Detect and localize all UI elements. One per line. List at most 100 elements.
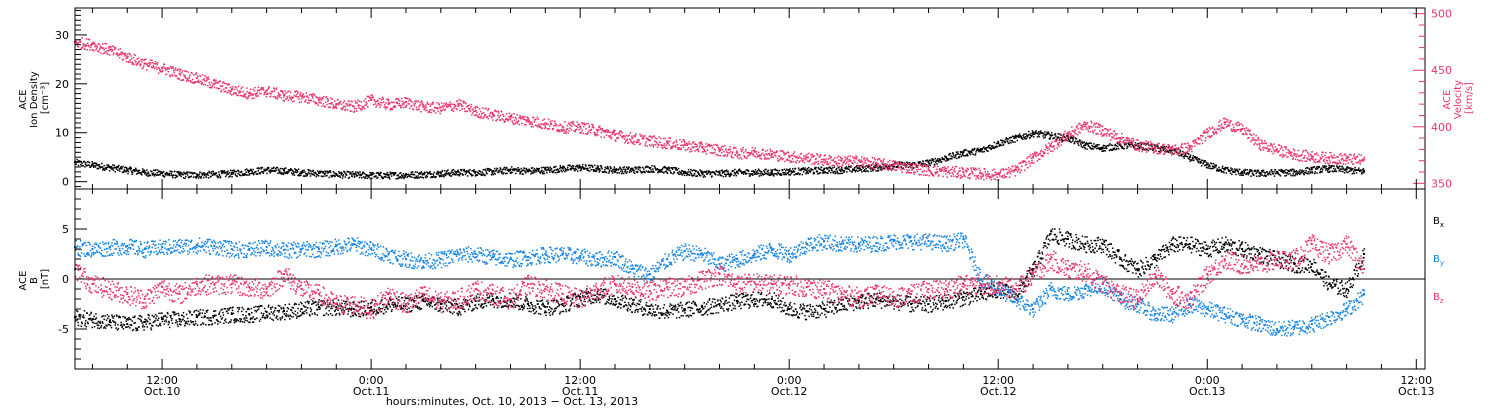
density-sample — [977, 147, 979, 150]
velocity-sample — [239, 90, 241, 92]
density-sample — [1105, 147, 1107, 149]
velocity-sample — [742, 146, 744, 149]
density-sample — [513, 168, 515, 171]
velocity-sample — [1001, 174, 1004, 177]
density-sample — [131, 171, 134, 174]
density-sample — [830, 167, 832, 170]
density-sample — [1197, 158, 1199, 160]
density-sample — [458, 175, 461, 177]
velocity-sample — [119, 53, 122, 56]
density-sample — [760, 170, 763, 173]
density-sample — [1140, 143, 1143, 145]
density-sample — [124, 166, 126, 169]
velocity-sample — [669, 137, 672, 139]
velocity-sample — [580, 127, 582, 130]
density-sample — [1056, 136, 1059, 138]
velocity-sample — [233, 92, 236, 94]
velocity-sample — [92, 41, 94, 44]
density-sample — [1264, 174, 1266, 176]
velocity-sample — [972, 172, 974, 175]
density-sample — [606, 167, 608, 170]
density-sample — [1246, 168, 1249, 171]
velocity-sample — [405, 97, 407, 100]
density-sample — [1182, 155, 1185, 158]
density-sample — [574, 167, 577, 170]
density-sample — [493, 172, 496, 174]
density-sample — [350, 173, 353, 175]
velocity-sample — [386, 106, 389, 109]
velocity-sample — [763, 153, 765, 156]
velocity-sample — [559, 130, 561, 133]
density-sample — [401, 176, 404, 179]
density-sample — [954, 155, 957, 157]
density-sample — [226, 173, 229, 175]
velocity-sample — [142, 67, 144, 69]
density-sample — [1044, 134, 1047, 136]
density-sample — [559, 165, 562, 167]
density-sample — [1307, 170, 1310, 173]
density-sample — [945, 157, 948, 160]
velocity-sample — [754, 147, 756, 149]
velocity-point — [857, 159, 860, 162]
density-sample — [675, 167, 678, 169]
density-sample — [802, 167, 804, 169]
velocity-sample — [249, 88, 252, 91]
velocity-sample — [529, 121, 531, 123]
velocity-sample — [421, 100, 423, 102]
velocity-sample — [855, 155, 857, 157]
density-sample — [442, 174, 444, 176]
velocity-sample — [711, 147, 714, 149]
velocity-sample — [531, 122, 533, 124]
density-sample — [372, 172, 375, 175]
density-sample — [985, 146, 988, 149]
density-sample — [308, 172, 311, 175]
velocity-sample — [924, 174, 927, 176]
velocity-sample — [987, 174, 990, 176]
velocity-sample — [934, 165, 936, 167]
velocity-sample — [570, 125, 573, 128]
density-sample — [576, 164, 578, 167]
velocity-sample — [259, 88, 262, 91]
density-sample — [1351, 168, 1353, 171]
density-sample — [1011, 135, 1014, 138]
density-sample — [549, 169, 552, 171]
density-sample — [296, 170, 299, 173]
velocity-sample — [452, 110, 455, 113]
velocity-point — [213, 82, 216, 85]
velocity-point — [631, 137, 634, 140]
density-sample — [506, 169, 509, 171]
density-sample — [463, 169, 466, 172]
density-sample — [581, 166, 584, 168]
velocity-sample — [940, 168, 942, 171]
velocity-sample — [759, 157, 761, 160]
velocity-sample — [153, 67, 156, 70]
velocity-sample — [428, 110, 430, 112]
velocity-sample — [321, 105, 323, 108]
density-sample — [1090, 148, 1093, 150]
velocity-sample — [440, 102, 443, 104]
density-sample — [476, 174, 479, 176]
density-sample — [139, 172, 142, 174]
density-sample — [1013, 136, 1016, 138]
density-sample — [1171, 149, 1174, 152]
velocity-sample — [267, 93, 269, 95]
velocity-sample — [600, 136, 602, 138]
density-sample — [421, 176, 423, 179]
density-sample — [256, 173, 258, 175]
velocity-sample — [372, 96, 375, 98]
density-sample — [570, 168, 572, 171]
velocity-sample — [565, 130, 567, 133]
density-sample — [1012, 135, 1015, 138]
velocity-sample — [736, 156, 739, 158]
velocity-sample — [88, 45, 90, 48]
velocity-sample — [401, 100, 404, 103]
density-sample — [734, 173, 737, 175]
velocity-sample — [414, 100, 416, 103]
density-sample — [1069, 137, 1072, 140]
density-sample — [161, 171, 164, 174]
density-sample — [526, 169, 528, 171]
density-sample — [572, 165, 575, 167]
velocity-sample — [210, 86, 212, 89]
velocity-sample — [224, 87, 227, 89]
density-sample — [294, 171, 297, 173]
